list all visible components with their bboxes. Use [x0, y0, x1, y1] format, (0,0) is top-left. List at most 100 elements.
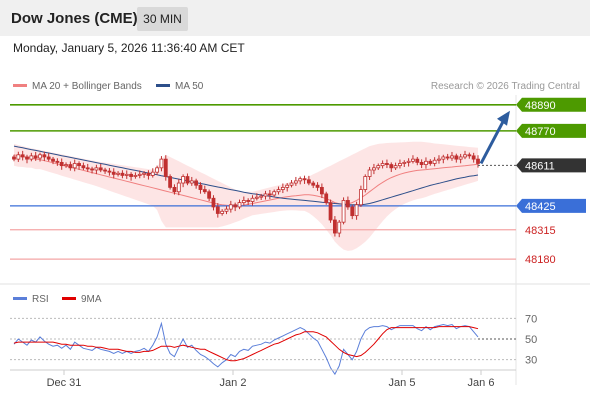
candle-body [20, 154, 25, 158]
candle-body [402, 161, 407, 164]
candle-body [181, 176, 186, 184]
candle-body [424, 160, 428, 165]
candle-body [185, 176, 190, 184]
candle-body [385, 163, 389, 165]
candle-body [224, 208, 229, 212]
candle-body [337, 221, 342, 234]
candle-body [263, 193, 268, 197]
candle-body [285, 184, 290, 188]
candle-body [372, 167, 376, 171]
candle-body [176, 182, 181, 193]
level-label-48425: 48425 [525, 201, 556, 213]
rsi-ma-line [13, 326, 479, 362]
datetime-label: Monday, January 5, 2026 11:36:40 AM CET [13, 41, 245, 55]
candle-body [315, 184, 320, 188]
candle-body [129, 173, 133, 177]
candle-body [16, 154, 21, 160]
candle-body [72, 163, 77, 169]
candle-body [272, 191, 277, 196]
candle-body [463, 154, 467, 158]
candle-body [346, 200, 350, 208]
candle-body [376, 165, 381, 169]
level-label-48770: 48770 [525, 126, 556, 138]
ma20-line [13, 154, 479, 207]
candle-body [306, 179, 311, 184]
ma50-legend-label: MA 50 [175, 81, 204, 92]
ma50-legend-swatch [156, 84, 170, 87]
candle-body [107, 170, 112, 173]
candle-body [146, 172, 151, 176]
candle-body [359, 189, 363, 206]
x-tick-label: Dec 31 [47, 377, 82, 389]
timeframe-badge[interactable]: 30 MIN [137, 7, 188, 31]
candle-body [202, 189, 207, 193]
candle-body [38, 154, 42, 159]
candle-body [116, 172, 120, 175]
candle-body [29, 155, 34, 160]
candle-body [350, 206, 355, 217]
candle-body [341, 200, 346, 223]
candle-body [168, 176, 173, 188]
level-label-48315: 48315 [525, 225, 556, 237]
candle-body [211, 197, 216, 208]
candle-body [311, 182, 316, 186]
candle-body [354, 204, 359, 217]
candle-body [172, 186, 177, 193]
candle-body [398, 163, 402, 167]
candle-body [419, 161, 424, 165]
level-tag-48425 [516, 198, 586, 213]
candle-body [389, 164, 394, 169]
candle-body [450, 155, 454, 159]
candle-body [267, 193, 272, 196]
candle-body [142, 172, 146, 175]
candle-body [215, 206, 220, 214]
candle-body [55, 160, 60, 163]
candle-body [458, 156, 463, 160]
candle-body [467, 154, 472, 157]
candle-body [328, 202, 333, 221]
candle-body [25, 156, 29, 160]
candle-body [150, 171, 155, 176]
candle-body [103, 169, 107, 172]
candle-body [276, 189, 281, 193]
candle-body [380, 163, 385, 167]
level-tag-48770 [516, 123, 586, 138]
level-label-48180: 48180 [525, 254, 556, 266]
candle-body [90, 168, 94, 171]
candle-body [302, 178, 307, 181]
candle-body [454, 155, 459, 160]
candle-body [441, 156, 446, 160]
forecast-arrow-shaft [479, 119, 506, 165]
candle-body [207, 191, 212, 199]
candle-body [133, 175, 138, 177]
source-label: Research © 2026 Trading Central [431, 81, 580, 92]
x-tick-label: Jan 5 [389, 377, 416, 389]
rsi-tick-30: 30 [525, 355, 537, 367]
rsi-legend-label: RSI [32, 294, 49, 305]
candle-body [198, 184, 203, 190]
candle-body [406, 160, 411, 163]
ma20-legend-label: MA 20 + Bollinger Bands [32, 81, 142, 92]
candle-body [77, 163, 81, 167]
candle-body [259, 195, 264, 198]
candle-body [68, 164, 73, 169]
candle-body [137, 173, 142, 176]
candle-body [445, 156, 450, 159]
candle-body [64, 164, 68, 167]
candle-body [233, 204, 238, 208]
candle-body [85, 167, 90, 170]
rsi-ma-legend-swatch [62, 297, 76, 300]
candle-body [159, 158, 164, 169]
level-label-48890: 48890 [525, 100, 556, 112]
candle-body [51, 158, 55, 162]
current-price-label: 48611 [525, 160, 555, 172]
candle-body [415, 158, 420, 163]
candle-body [220, 210, 225, 214]
candle-body [280, 186, 285, 190]
x-tick-label: Jan 2 [220, 377, 247, 389]
candle-body [246, 200, 251, 202]
candle-body [163, 158, 168, 177]
candle-body [254, 196, 259, 199]
